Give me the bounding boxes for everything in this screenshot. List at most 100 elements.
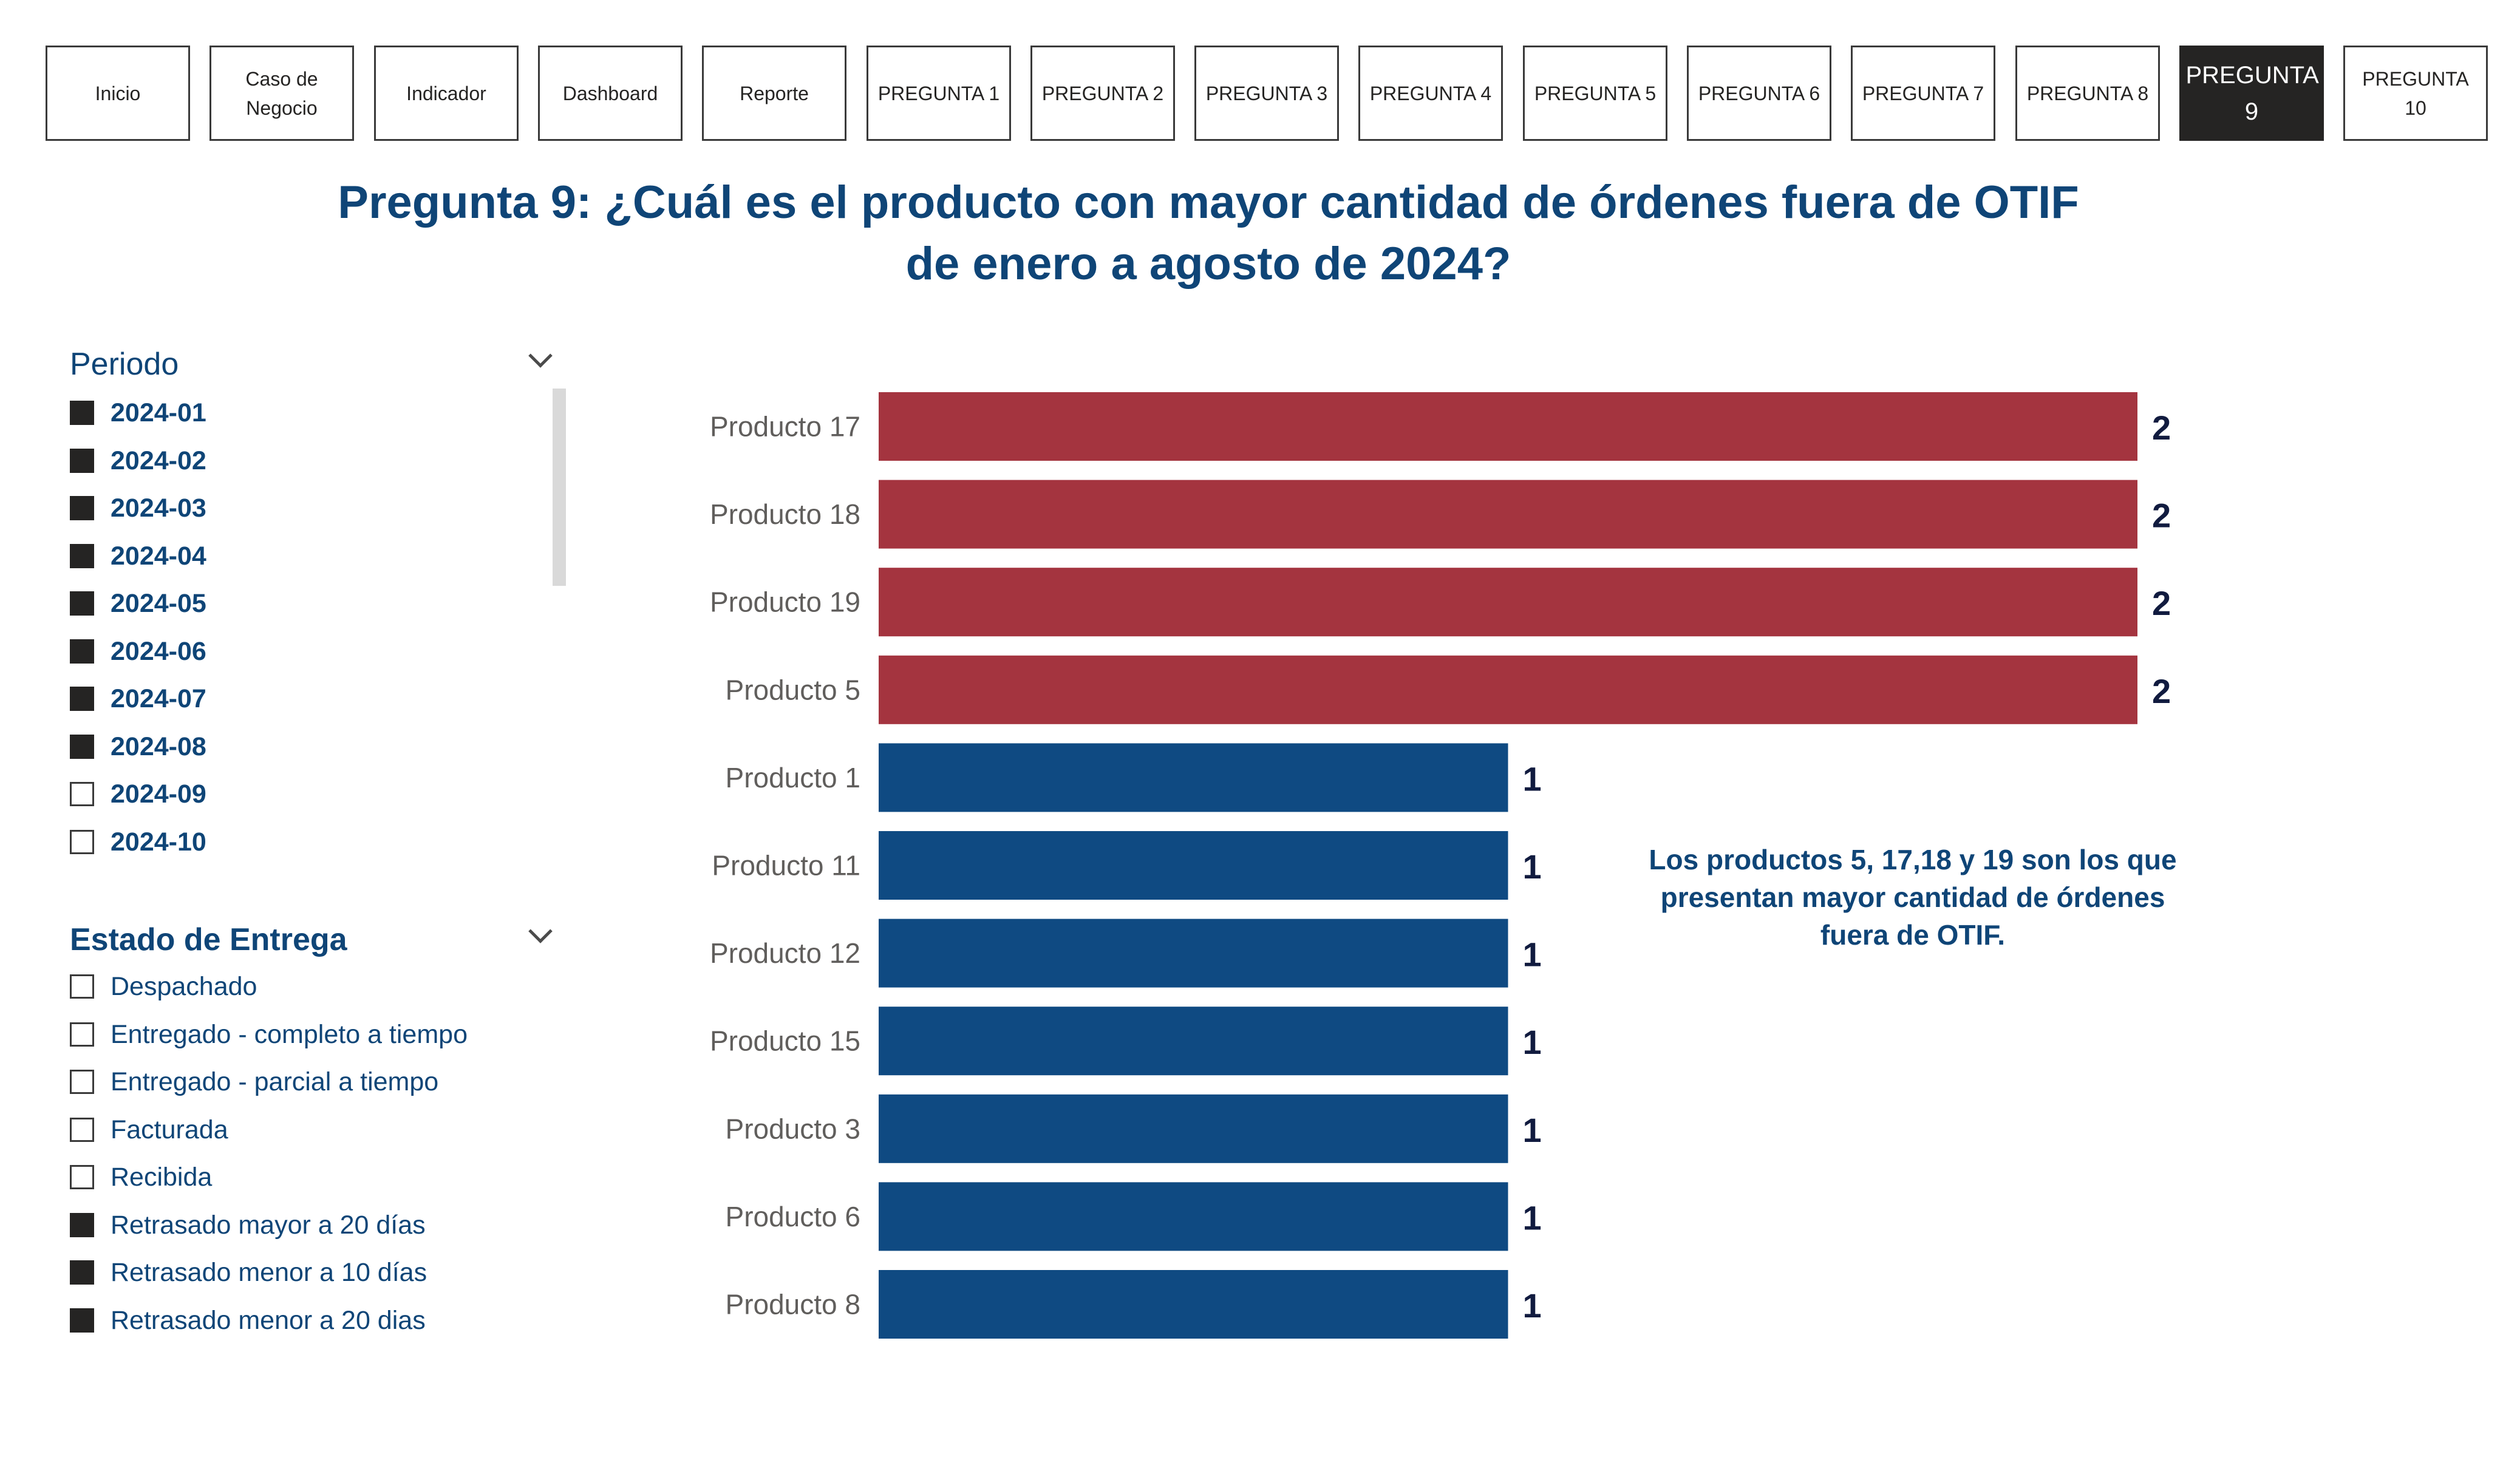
nav-tab-5[interactable]: Reporte bbox=[702, 46, 846, 141]
bar[interactable] bbox=[879, 1182, 1508, 1251]
bar[interactable] bbox=[879, 743, 1508, 812]
bar-group[interactable]: Producto 3 1 bbox=[726, 1094, 1542, 1163]
estado-option-label: Entregado - completo a tiempo bbox=[111, 1019, 468, 1049]
periodo-option[interactable]: 2024-07 bbox=[70, 678, 568, 720]
bar[interactable] bbox=[879, 655, 2137, 724]
estado-option-label: Entregado - parcial a tiempo bbox=[111, 1067, 439, 1096]
bar-group[interactable]: Producto 11 1 bbox=[712, 831, 1542, 900]
category-label: Producto 5 bbox=[726, 674, 860, 705]
nav-tab-4[interactable]: Dashboard bbox=[538, 46, 683, 141]
checkbox-checked-icon[interactable] bbox=[70, 496, 94, 520]
estado-option[interactable]: Recibida bbox=[70, 1156, 568, 1198]
checkbox-checked-icon[interactable] bbox=[70, 687, 94, 711]
periodo-option-label: 2024-01 bbox=[111, 398, 206, 427]
periodo-option[interactable]: 2024-05 bbox=[70, 582, 568, 625]
periodo-option[interactable]: 2024-03 bbox=[70, 487, 568, 529]
bar-group[interactable]: Producto 1 1 bbox=[726, 743, 1542, 812]
estado-option-label: Recibida bbox=[111, 1162, 213, 1192]
periodo-option-label: 2024-03 bbox=[111, 493, 206, 523]
value-label: 1 bbox=[1523, 1111, 1542, 1149]
periodo-option[interactable]: 2024-04 bbox=[70, 535, 568, 577]
checkbox-checked-icon[interactable] bbox=[70, 591, 94, 616]
bar[interactable] bbox=[879, 568, 2137, 637]
bar[interactable] bbox=[879, 1270, 1508, 1339]
nav-tab-14[interactable]: PREGUNTA 9 bbox=[2179, 46, 2324, 141]
bar-group[interactable]: Producto 18 2 bbox=[710, 480, 2171, 549]
bar-group[interactable]: Producto 15 1 bbox=[710, 1007, 1542, 1076]
periodo-option-label: 2024-10 bbox=[111, 827, 206, 857]
periodo-option[interactable]: 2024-10 bbox=[70, 821, 568, 863]
estado-option-label: Retrasado mayor a 20 días bbox=[111, 1210, 426, 1240]
nav-tab-13[interactable]: PREGUNTA 8 bbox=[2015, 46, 2160, 141]
bar[interactable] bbox=[879, 1007, 1508, 1076]
nav-tab-11[interactable]: PREGUNTA 6 bbox=[1687, 46, 1831, 141]
checkbox-checked-icon[interactable] bbox=[70, 401, 94, 425]
periodo-option-label: 2024-07 bbox=[111, 684, 206, 713]
periodo-scrollbar[interactable] bbox=[553, 389, 566, 586]
estado-option[interactable]: Retrasado mayor a 20 días bbox=[70, 1204, 568, 1246]
page-navigation: Inicio Caso de Negocio Indicador Dashboard R… bbox=[46, 46, 2488, 141]
bar-group[interactable]: Producto 12 1 bbox=[710, 919, 1542, 988]
category-label: Producto 6 bbox=[726, 1201, 860, 1232]
periodo-option-label: 2024-05 bbox=[111, 588, 206, 618]
checkbox-checked-icon[interactable] bbox=[70, 639, 94, 664]
nav-tab-9[interactable]: PREGUNTA 4 bbox=[1358, 46, 1503, 141]
periodo-option[interactable]: 2024-09 bbox=[70, 773, 568, 815]
page-title-line-1: Pregunta 9: ¿Cuál es el producto con may… bbox=[338, 177, 2079, 228]
bar-group[interactable]: Producto 19 2 bbox=[710, 568, 2171, 637]
checkbox-checked-icon[interactable] bbox=[70, 1260, 94, 1285]
value-label: 1 bbox=[1523, 1198, 1542, 1237]
periodo-option-label: 2024-06 bbox=[111, 636, 206, 666]
checkbox-unchecked-icon[interactable] bbox=[70, 1165, 94, 1189]
nav-tab-3[interactable]: Indicador bbox=[374, 46, 519, 141]
periodo-slicer-header[interactable]: Periodo bbox=[70, 340, 556, 389]
category-label: Producto 17 bbox=[710, 411, 860, 443]
bar[interactable] bbox=[879, 1094, 1508, 1163]
nav-tab-8[interactable]: PREGUNTA 3 bbox=[1194, 46, 1339, 141]
periodo-option[interactable]: 2024-06 bbox=[70, 630, 568, 673]
bar-group[interactable]: Producto 6 1 bbox=[726, 1182, 1542, 1251]
checkbox-checked-icon[interactable] bbox=[70, 1308, 94, 1333]
category-label: Producto 19 bbox=[710, 586, 860, 618]
nav-tab-7[interactable]: PREGUNTA 2 bbox=[1030, 46, 1175, 141]
estado-option[interactable]: Retrasado menor a 20 dias bbox=[70, 1299, 568, 1342]
nav-tab-1[interactable]: Inicio bbox=[46, 46, 190, 141]
estado-option-label: Retrasado menor a 20 dias bbox=[111, 1305, 426, 1335]
bar-group[interactable]: Producto 5 2 bbox=[726, 655, 2171, 724]
estado-entrega-slicer-header[interactable]: Estado de Entrega bbox=[70, 915, 556, 964]
periodo-option[interactable]: 2024-01 bbox=[70, 392, 568, 434]
checkbox-checked-icon[interactable] bbox=[70, 735, 94, 759]
estado-option[interactable]: Retrasado menor a 10 días bbox=[70, 1251, 568, 1294]
nav-tab-12[interactable]: PREGUNTA 7 bbox=[1851, 46, 1995, 141]
checkbox-unchecked-icon[interactable] bbox=[70, 974, 94, 999]
chart-annotation: Los productos 5, 17,18 y 19 son los que … bbox=[1649, 844, 2177, 951]
nav-tab-6[interactable]: PREGUNTA 1 bbox=[867, 46, 1011, 141]
category-label: Producto 11 bbox=[712, 850, 860, 881]
periodo-option-label: 2024-08 bbox=[111, 732, 206, 761]
checkbox-unchecked-icon[interactable] bbox=[70, 1022, 94, 1047]
bar[interactable] bbox=[879, 919, 1508, 988]
bar[interactable] bbox=[879, 392, 2137, 461]
estado-option[interactable]: Despachado bbox=[70, 965, 568, 1008]
checkbox-unchecked-icon[interactable] bbox=[70, 1118, 94, 1142]
bar-group[interactable]: Producto 17 2 bbox=[710, 392, 2171, 461]
nav-tab-10[interactable]: PREGUNTA 5 bbox=[1523, 46, 1667, 141]
periodo-option-label: 2024-02 bbox=[111, 446, 206, 475]
bar[interactable] bbox=[879, 480, 2137, 549]
checkbox-checked-icon[interactable] bbox=[70, 544, 94, 568]
bar-group[interactable]: Producto 8 1 bbox=[726, 1270, 1542, 1339]
estado-option[interactable]: Entregado - parcial a tiempo bbox=[70, 1061, 568, 1103]
estado-option[interactable]: Facturada bbox=[70, 1109, 568, 1151]
checkbox-checked-icon[interactable] bbox=[70, 449, 94, 473]
checkbox-unchecked-icon[interactable] bbox=[70, 782, 94, 806]
checkbox-unchecked-icon[interactable] bbox=[70, 1070, 94, 1094]
periodo-option[interactable]: 2024-08 bbox=[70, 725, 568, 768]
periodo-option[interactable]: 2024-02 bbox=[70, 440, 568, 482]
value-label: 1 bbox=[1523, 847, 1542, 886]
nav-tab-15[interactable]: PREGUNTA 10 bbox=[2343, 46, 2488, 141]
checkbox-checked-icon[interactable] bbox=[70, 1213, 94, 1237]
nav-tab-2[interactable]: Caso de Negocio bbox=[209, 46, 354, 141]
estado-option[interactable]: Entregado - completo a tiempo bbox=[70, 1013, 568, 1056]
bar[interactable] bbox=[879, 831, 1508, 900]
checkbox-unchecked-icon[interactable] bbox=[70, 830, 94, 854]
